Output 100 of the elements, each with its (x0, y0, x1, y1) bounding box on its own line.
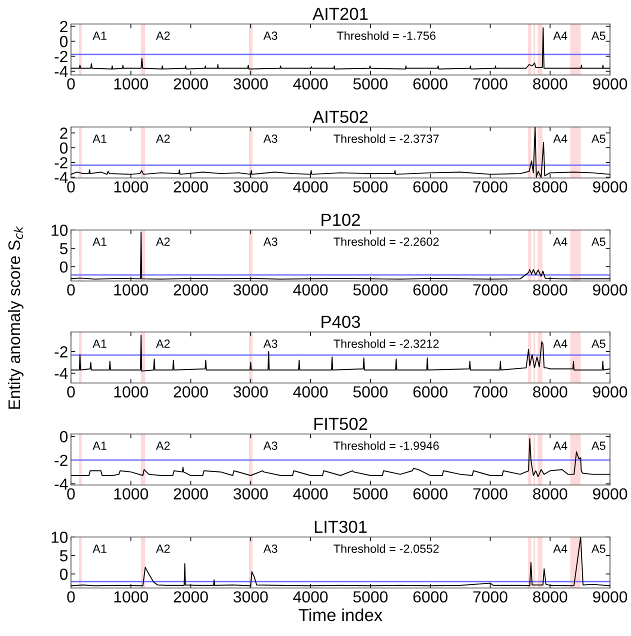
chart-title: LIT301 (314, 520, 367, 534)
x-tick-label: 5000 (353, 181, 388, 193)
y-axis-title: Entity anomaly score S$_{ck}$ (8, 226, 24, 409)
x-tick-label: 9000 (592, 78, 628, 90)
x-tick-label: 7000 (473, 181, 508, 193)
x-tick-label: 6000 (413, 386, 448, 398)
y-tick-label: -4 (54, 368, 68, 380)
band-label: A2 (156, 442, 170, 450)
band-label: A4 (553, 544, 568, 553)
band-label: A3 (263, 340, 278, 348)
x-tick-label: 4000 (293, 386, 328, 398)
chart-title: AIT502 (312, 110, 368, 124)
x-tick-label: 9000 (592, 591, 628, 603)
x-tick-label: 4000 (293, 284, 328, 296)
y-tick-label: -2 (54, 454, 68, 466)
band-label: A5 (591, 238, 606, 246)
band-label: A2 (156, 238, 170, 246)
x-tick-label: 1000 (114, 591, 148, 603)
ref-line-label: Threshold = -1.756 (336, 31, 436, 40)
chart-title: P403 (322, 316, 360, 328)
band-label: A5 (591, 544, 606, 553)
x-tick-label: 6000 (413, 181, 448, 193)
x-tick-label: 8000 (533, 386, 568, 398)
y-tick-label: -2 (54, 157, 68, 168)
x-tick-label: 4000 (293, 591, 328, 603)
y-tick-label: -2 (54, 346, 68, 358)
band-label: A2 (156, 544, 170, 553)
x-tick-label: 3000 (234, 181, 268, 193)
ref-line-label: Threshold = -1.9946 (334, 441, 439, 450)
x-tick-label: 5000 (353, 78, 388, 90)
x-tick-label: 7000 (473, 591, 508, 603)
band-label: A5 (591, 442, 606, 450)
band-label: A4 (553, 238, 568, 246)
x-tick-label: 7000 (473, 78, 508, 90)
x-tick-label: 6000 (413, 78, 448, 90)
band-label: A5 (591, 32, 606, 40)
y-tick-label: 10 (52, 532, 68, 543)
x-tick-label: 7000 (473, 488, 508, 500)
x-tick-label: 2000 (174, 386, 208, 398)
band-label: A2 (156, 32, 170, 40)
band-label: A3 (263, 238, 278, 246)
band-label: A4 (553, 340, 568, 348)
x-tick-label: 3000 (234, 488, 268, 500)
ref-line-label: Threshold = -2.3737 (334, 134, 439, 143)
y-tick-label: -4 (54, 478, 68, 490)
band-label: A2 (156, 340, 170, 348)
band-label: A1 (92, 238, 106, 246)
x-tick-label: 2000 (174, 591, 208, 603)
x-tick-label: 7000 (473, 284, 508, 296)
x-tick-label: 5000 (353, 386, 388, 398)
line-series (71, 127, 610, 178)
line-series (71, 232, 610, 280)
x-tick-label: 2000 (174, 181, 208, 193)
band-label: A1 (92, 340, 106, 348)
line-series (71, 537, 610, 586)
x-tick-label: 5000 (353, 488, 388, 500)
x-tick-label: 3000 (234, 591, 268, 603)
chart-title: FIT502 (314, 418, 368, 430)
x-tick-label: 9000 (592, 181, 628, 193)
x-tick-label: 6000 (413, 591, 448, 603)
y-tick-label: 0 (60, 431, 68, 442)
band-label: A1 (92, 134, 106, 143)
x-tick-label: 3000 (234, 386, 268, 398)
chart-title: P102 (322, 214, 360, 226)
x-tick-label: 4000 (293, 78, 328, 90)
y-tick-label: 5 (60, 243, 68, 254)
band-label: A1 (92, 32, 106, 40)
ref-line-label: Threshold = -2.2602 (334, 237, 439, 246)
y-tick-label: -4 (54, 172, 68, 184)
band-label: A2 (156, 134, 170, 143)
x-tick-label: 8000 (533, 591, 568, 603)
band-label: A1 (92, 544, 106, 553)
band-label: A3 (263, 32, 278, 40)
line-series (71, 438, 610, 478)
band-label: A3 (263, 134, 278, 143)
y-tick-label: -4 (54, 66, 68, 78)
band-label: A4 (553, 32, 568, 40)
x-tick-label: 5000 (353, 591, 388, 603)
band-label: A3 (263, 442, 278, 450)
y-tick-label: 0 (60, 142, 68, 154)
y-tick-label: 0 (60, 36, 68, 48)
y-tick-label: 5 (60, 550, 68, 562)
x-tick-label: 7000 (473, 386, 508, 398)
x-tick-label: 8000 (533, 284, 568, 296)
x-tick-label: 4000 (293, 488, 328, 500)
x-tick-label: 9000 (592, 386, 628, 398)
x-tick-label: 1000 (114, 181, 148, 193)
band-label: A1 (92, 442, 106, 450)
x-tick-label: 1000 (114, 284, 148, 296)
band-label: A5 (591, 134, 606, 143)
y-tick-label: 2 (60, 20, 68, 32)
y-tick-label: 0 (60, 261, 68, 273)
chart-title: AIT201 (312, 8, 368, 20)
x-tick-label: 2000 (174, 488, 208, 500)
x-tick-label: 2000 (174, 284, 208, 296)
x-axis-title: Time index (298, 608, 382, 622)
y-tick-label: 10 (52, 224, 68, 236)
x-tick-label: 9000 (592, 488, 628, 500)
x-tick-label: 6000 (413, 488, 448, 500)
x-tick-label: 1000 (114, 386, 148, 398)
